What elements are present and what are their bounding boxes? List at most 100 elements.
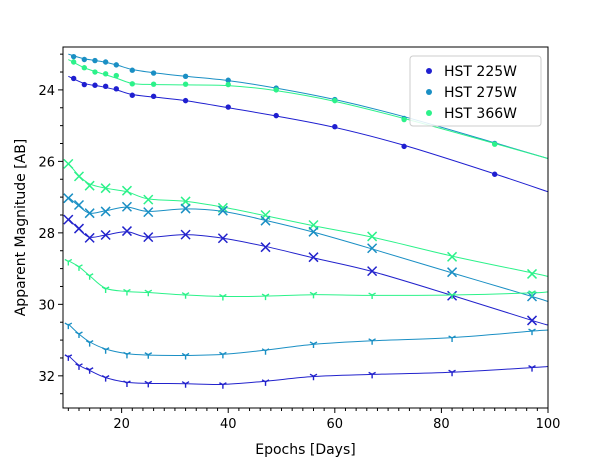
data-point <box>309 291 318 299</box>
data-point <box>85 367 94 374</box>
data-point <box>401 116 407 123</box>
data-point <box>181 352 190 360</box>
data-point <box>332 97 338 104</box>
series-group <box>63 53 548 389</box>
data-point <box>70 59 77 65</box>
data-point <box>75 363 83 370</box>
legend-marker-hst-366w <box>426 110 432 116</box>
legend-marker-hst-225w <box>426 68 432 74</box>
data-point <box>121 185 132 196</box>
series-layer <box>63 53 548 389</box>
data-point <box>528 290 536 297</box>
data-point <box>217 205 228 216</box>
data-point <box>75 264 83 271</box>
x-tick-label: 20 <box>113 417 130 432</box>
x-tick-label: 100 <box>536 417 561 432</box>
data-point <box>143 207 154 218</box>
data-point <box>225 81 231 88</box>
data-point <box>81 65 88 71</box>
y-tick-label: 24 <box>38 84 55 99</box>
data-point <box>401 143 407 150</box>
data-point <box>101 375 110 382</box>
data-point <box>64 258 73 266</box>
series-line-3 <box>67 162 548 277</box>
data-point <box>367 243 378 254</box>
data-point <box>332 124 338 130</box>
x-axis-label: Epochs [Days] <box>255 442 355 458</box>
data-point <box>85 273 94 280</box>
data-point <box>63 158 74 169</box>
data-point <box>368 292 376 300</box>
data-point <box>84 232 95 243</box>
data-point <box>123 380 131 387</box>
data-point <box>73 171 85 182</box>
data-point <box>182 97 189 104</box>
legend: HST 225W HST 275W HST 366W <box>409 55 542 127</box>
series-line-6 <box>68 260 548 298</box>
series-line-5 <box>67 218 548 326</box>
data-point <box>150 93 157 100</box>
data-point <box>448 369 456 377</box>
legend-label-hst-225w: HST 225W <box>444 64 517 80</box>
data-point <box>101 347 110 354</box>
series-line-7 <box>67 323 548 356</box>
data-point <box>308 226 319 237</box>
data-point <box>75 331 83 339</box>
y-tick-label: 28 <box>38 227 55 242</box>
data-point <box>102 83 109 90</box>
data-point <box>181 381 190 388</box>
data-point <box>123 351 131 359</box>
data-point <box>367 266 378 277</box>
data-point <box>260 215 271 226</box>
data-point <box>73 199 85 211</box>
data-point <box>100 183 111 194</box>
data-point <box>182 81 189 87</box>
data-point <box>92 82 98 88</box>
y-tick-label: 26 <box>38 155 55 170</box>
data-point <box>526 315 538 326</box>
data-point <box>219 293 227 301</box>
data-point <box>180 229 191 240</box>
data-point <box>144 380 153 388</box>
data-point <box>368 371 376 379</box>
data-point <box>63 193 74 204</box>
data-point <box>492 141 498 147</box>
data-point <box>447 267 458 278</box>
y-tick-label: 32 <box>38 370 55 385</box>
data-point <box>102 59 109 65</box>
data-point <box>101 286 110 293</box>
data-point <box>100 229 111 241</box>
data-point <box>261 348 270 355</box>
data-point <box>70 53 77 60</box>
data-point <box>144 352 153 359</box>
data-point <box>528 328 536 336</box>
legend-marker-hst-275w <box>426 89 432 95</box>
x-tick-label: 80 <box>433 417 450 432</box>
data-point <box>85 339 94 347</box>
data-point <box>70 75 77 82</box>
data-point <box>448 292 456 300</box>
data-point <box>180 203 191 214</box>
x-tick-label: 60 <box>327 417 344 432</box>
data-point <box>129 67 135 73</box>
data-point <box>81 56 88 63</box>
data-point <box>308 252 319 263</box>
data-point <box>113 62 119 68</box>
data-point <box>129 81 135 87</box>
data-point <box>143 194 154 205</box>
data-point <box>528 365 536 372</box>
legend-label-hst-275w: HST 275W <box>444 85 517 101</box>
data-point <box>217 233 228 244</box>
legend-label-hst-366w: HST 366W <box>444 106 517 122</box>
series-line-8 <box>67 355 548 386</box>
series-line-4 <box>68 196 548 302</box>
data-point <box>492 171 498 177</box>
data-point <box>261 293 270 301</box>
data-point <box>92 69 98 75</box>
data-point <box>92 57 98 64</box>
data-point <box>64 354 73 361</box>
data-point <box>225 104 231 110</box>
data-point <box>123 288 131 296</box>
data-point <box>181 292 190 299</box>
